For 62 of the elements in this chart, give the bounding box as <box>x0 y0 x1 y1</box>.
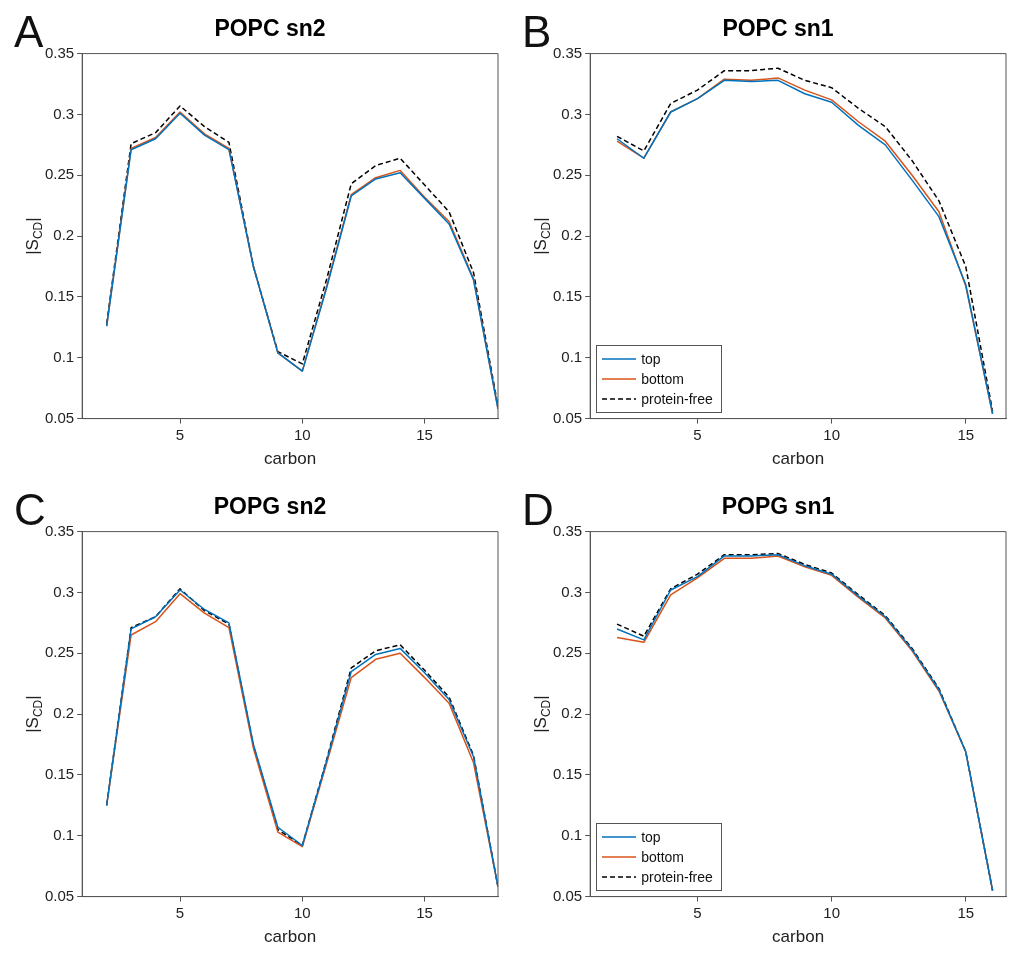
y-tick-label: 0.1 <box>53 347 75 365</box>
chart-title: POPG sn1 <box>721 493 835 520</box>
y-tick-label: 0.35 <box>552 521 583 539</box>
y-tick-label: 0.3 <box>561 582 583 600</box>
y-tick-label: 0.05 <box>552 408 583 426</box>
legend-label: protein-free <box>641 390 713 407</box>
y-tick-label: 0.15 <box>44 765 75 783</box>
legend-label: bottom <box>641 370 684 387</box>
y-tick-label: 0.15 <box>552 765 583 783</box>
text: D <box>522 485 554 534</box>
x-axis-title: carbon <box>772 927 825 947</box>
y-tick-label: 0.3 <box>53 582 75 600</box>
x-tick-label: 5 <box>693 903 702 921</box>
y-tick-label: 0.25 <box>552 643 583 661</box>
y-tick-label: 0.3 <box>561 104 583 122</box>
x-tick-label: 15 <box>416 425 433 443</box>
text: C <box>14 485 46 534</box>
y-tick-label: 0.25 <box>44 643 75 661</box>
y-axis-title: |SCD| <box>23 217 46 255</box>
y-tick-label: 0.15 <box>552 287 583 305</box>
legend-label: bottom <box>641 848 684 865</box>
y-tick-label: 0.35 <box>44 43 75 61</box>
y-tick-label: 0.1 <box>561 347 583 365</box>
y-tick-label: 0.3 <box>53 104 75 122</box>
y-tick-label: 0.2 <box>561 226 583 244</box>
y-tick-label: 0.1 <box>561 825 583 843</box>
legend-label: top <box>641 828 661 845</box>
y-axis-title: |SCD| <box>23 695 46 733</box>
y-tick-label: 0.1 <box>53 825 75 843</box>
y-tick-label: 0.25 <box>552 165 583 183</box>
y-tick-label: 0.35 <box>552 43 583 61</box>
x-tick-label: 15 <box>957 425 975 443</box>
x-axis-title: carbon <box>264 449 317 469</box>
x-tick-label: 10 <box>293 903 311 921</box>
y-tick-label: 0.15 <box>44 287 75 305</box>
y-tick-label: 0.25 <box>44 165 75 183</box>
legend-label: top <box>641 350 661 367</box>
x-tick-label: 5 <box>693 425 702 443</box>
x-tick-label: 15 <box>416 903 433 921</box>
chart-title: POPG sn2 <box>213 493 327 520</box>
y-tick-label: 0.35 <box>44 521 75 539</box>
y-axis-title: |SCD| <box>531 217 554 255</box>
y-tick-label: 0.2 <box>53 226 75 244</box>
x-tick-label: 5 <box>175 903 185 921</box>
y-axis-title: |SCD| <box>531 695 554 733</box>
chart-title: POPC sn2 <box>214 15 326 42</box>
y-tick-label: 0.05 <box>552 886 583 904</box>
text: B <box>522 7 552 56</box>
legend-label: protein-free <box>641 868 713 885</box>
x-tick-label: 5 <box>175 425 185 443</box>
y-tick-label: 0.05 <box>44 408 75 426</box>
chart-title: POPC sn1 <box>722 15 834 42</box>
x-tick-label: 10 <box>293 425 311 443</box>
x-tick-label: 10 <box>823 425 840 443</box>
y-tick-label: 0.2 <box>561 704 583 722</box>
y-tick-label: 0.2 <box>53 704 75 722</box>
x-axis-title: carbon <box>772 449 825 469</box>
text: A <box>14 7 44 56</box>
y-tick-label: 0.05 <box>44 886 75 904</box>
x-tick-label: 10 <box>823 903 840 921</box>
x-tick-label: 15 <box>957 903 975 921</box>
x-axis-title: carbon <box>264 927 317 947</box>
